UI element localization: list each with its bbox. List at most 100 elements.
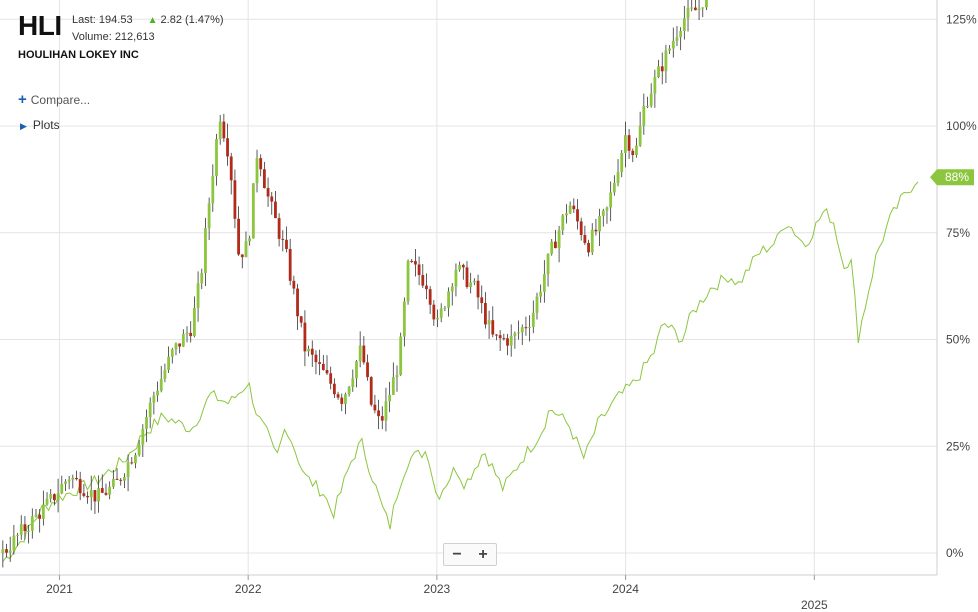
candle bbox=[513, 331, 517, 349]
candle bbox=[358, 331, 362, 368]
plots-toggle[interactable]: ▶ Plots bbox=[20, 118, 60, 132]
candle bbox=[38, 509, 42, 533]
candle bbox=[215, 133, 218, 186]
candle bbox=[362, 336, 366, 365]
candle bbox=[119, 478, 123, 486]
candle bbox=[19, 515, 23, 540]
candle bbox=[200, 268, 204, 290]
candle bbox=[590, 223, 594, 256]
candle bbox=[384, 387, 388, 432]
volume-label: Volume: bbox=[72, 31, 112, 43]
candle bbox=[303, 310, 307, 367]
candle bbox=[211, 164, 215, 212]
y-tick-label: 75% bbox=[946, 226, 970, 240]
candle bbox=[646, 96, 649, 109]
up-arrow-icon: ▲ bbox=[147, 15, 158, 26]
y-tick-label: 125% bbox=[946, 12, 977, 26]
candle bbox=[609, 181, 613, 222]
candle bbox=[657, 59, 660, 79]
candle bbox=[229, 152, 233, 195]
candle bbox=[93, 490, 97, 515]
candle bbox=[391, 362, 395, 395]
zoom-in-button[interactable]: + bbox=[478, 545, 488, 563]
candle bbox=[469, 272, 473, 294]
candle bbox=[100, 474, 104, 494]
candle bbox=[605, 206, 609, 224]
candle bbox=[89, 475, 93, 511]
candle bbox=[598, 208, 602, 247]
last-label: Last: bbox=[72, 14, 96, 26]
candle bbox=[196, 271, 200, 322]
candle bbox=[185, 326, 189, 343]
candle bbox=[34, 508, 38, 518]
candle bbox=[274, 191, 277, 219]
compare-button[interactable]: + Compare... bbox=[18, 91, 90, 108]
candle bbox=[16, 532, 19, 547]
candle bbox=[546, 253, 550, 287]
candle bbox=[498, 330, 502, 352]
candle bbox=[502, 333, 506, 341]
candle bbox=[307, 345, 310, 357]
candle bbox=[53, 493, 56, 506]
candle bbox=[506, 333, 509, 356]
candle bbox=[207, 197, 211, 241]
candle bbox=[601, 208, 605, 227]
candle bbox=[8, 536, 12, 562]
candle bbox=[671, 27, 675, 58]
candle bbox=[653, 69, 657, 108]
candle bbox=[104, 483, 108, 496]
candle bbox=[5, 543, 8, 558]
candle bbox=[631, 148, 635, 163]
candle bbox=[181, 329, 185, 347]
candle bbox=[377, 399, 380, 430]
candle bbox=[178, 343, 182, 354]
candle bbox=[568, 201, 572, 215]
candle bbox=[277, 213, 281, 247]
candle bbox=[454, 263, 458, 297]
y-tick-label: 50% bbox=[946, 333, 970, 347]
candle bbox=[623, 121, 627, 168]
zoom-controls: − + bbox=[443, 543, 497, 566]
candle bbox=[23, 515, 27, 540]
candle bbox=[406, 259, 410, 305]
candle bbox=[248, 235, 252, 246]
candle bbox=[465, 261, 469, 289]
candle bbox=[531, 300, 535, 334]
candle bbox=[174, 342, 178, 356]
candle bbox=[660, 52, 664, 85]
candle bbox=[266, 177, 270, 207]
zoom-out-button[interactable]: − bbox=[452, 545, 462, 563]
candle bbox=[332, 378, 336, 398]
plots-label: Plots bbox=[32, 118, 60, 132]
compare-label: Compare... bbox=[30, 93, 91, 107]
candle bbox=[668, 45, 672, 54]
candle bbox=[642, 93, 646, 135]
candle bbox=[425, 273, 428, 300]
candle bbox=[64, 479, 67, 492]
candle bbox=[373, 394, 377, 414]
candle bbox=[697, 0, 701, 20]
candle bbox=[344, 392, 347, 415]
candle bbox=[447, 287, 450, 317]
candle bbox=[594, 218, 598, 236]
candle bbox=[12, 524, 16, 555]
candle bbox=[233, 169, 237, 229]
candle bbox=[78, 471, 82, 501]
candle bbox=[491, 306, 495, 338]
candle bbox=[682, 5, 686, 40]
candle bbox=[299, 316, 303, 328]
candle bbox=[524, 316, 528, 336]
candle bbox=[244, 231, 248, 258]
candle bbox=[664, 44, 668, 84]
candle bbox=[318, 349, 322, 376]
candle bbox=[41, 490, 45, 526]
last-value-text: 88% bbox=[945, 170, 969, 184]
last-value-tag: 88% bbox=[930, 169, 974, 186]
candle bbox=[635, 137, 638, 158]
candle bbox=[565, 204, 568, 224]
benchmark-line-layer bbox=[2, 181, 919, 562]
candle bbox=[638, 111, 642, 147]
candle bbox=[414, 249, 417, 277]
price-change-value: 2.82 (1.47%) bbox=[160, 14, 224, 26]
